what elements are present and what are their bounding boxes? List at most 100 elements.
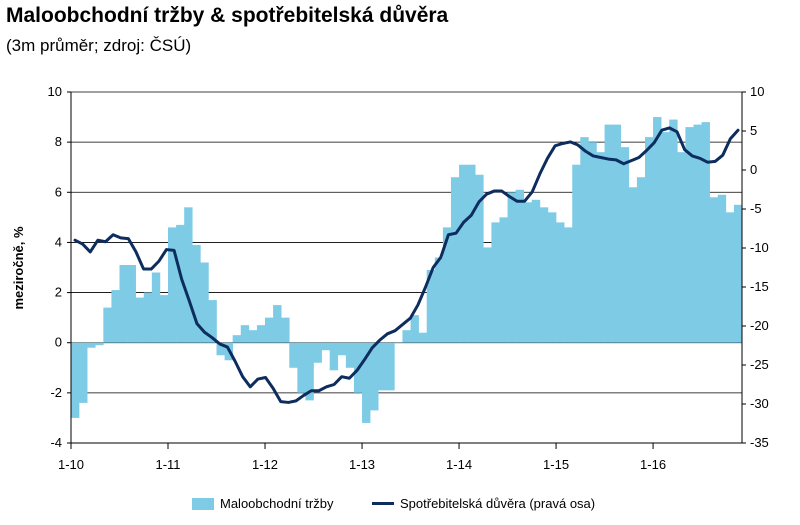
y-tick-label: -2 (50, 385, 62, 400)
bar (256, 325, 266, 343)
bar (289, 342, 298, 368)
bar (588, 142, 597, 343)
y-tick-label: 0 (55, 335, 62, 350)
y-right-tick-label: -15 (750, 279, 769, 294)
bar (450, 177, 460, 343)
y-tick-label: 4 (55, 234, 62, 249)
legend-label-line: Spotřebitelská důvěra (pravá osa) (400, 496, 596, 511)
legend-label-bars: Maloobchodní tržby (220, 496, 334, 511)
chart-subtitle: (3m průměr; zdroj: ČSÚ) (6, 36, 192, 55)
bar (321, 342, 330, 351)
bar (95, 342, 104, 346)
axis-labels: 10 8 6 4 2 0 -2 -4 10 5 0 -5 -10 -15 -20 -25 -30 -35 1-10 1… (48, 84, 769, 472)
y-right-tick-label: -10 (750, 240, 769, 255)
bar (434, 257, 444, 343)
y-right-tick-label: -30 (750, 396, 769, 411)
bar (103, 307, 112, 343)
bar (426, 270, 436, 343)
x-tick-label: 1-12 (252, 457, 278, 472)
bar (297, 342, 306, 393)
bar (176, 224, 185, 343)
y-axis-label: meziročně, % (11, 226, 26, 310)
bar (410, 315, 419, 343)
legend-item-bars: Maloobchodní tržby (192, 496, 333, 511)
bar (370, 342, 379, 411)
bar (151, 272, 161, 343)
legend: Maloobchodní tržby Spotřebitelská důvěra… (0, 496, 800, 518)
chart-title: Maloobchodní tržby & spotřebitelská důvě… (6, 4, 449, 27)
bar (329, 342, 339, 371)
axes (67, 91, 746, 449)
bar (418, 332, 428, 343)
bar (248, 330, 258, 343)
bar (539, 207, 549, 343)
y-right-tick-label: -35 (750, 435, 769, 450)
bar (394, 342, 403, 344)
bar (402, 330, 411, 343)
bar (580, 137, 589, 343)
bar (491, 222, 500, 343)
bar (265, 317, 274, 343)
x-tick-label: 1-11 (155, 457, 180, 472)
bar (119, 264, 128, 343)
bar (184, 207, 193, 343)
y-tick-label: 2 (55, 285, 62, 300)
bar (644, 137, 654, 343)
bar (143, 292, 153, 343)
bar (216, 342, 225, 356)
bar (628, 187, 638, 343)
bar (442, 227, 452, 343)
bar (547, 212, 557, 343)
bar (636, 177, 646, 343)
bar (127, 264, 136, 343)
bar (281, 317, 290, 343)
bar (499, 217, 508, 343)
bar (701, 122, 710, 343)
bar (572, 164, 581, 343)
bar (232, 335, 242, 343)
bar (725, 212, 735, 343)
bar (208, 300, 217, 343)
bar (273, 305, 282, 343)
bar (305, 342, 314, 401)
bar (483, 247, 492, 343)
bar (475, 174, 484, 343)
y-right-tick-label: -25 (750, 357, 769, 372)
y-right-tick-label: 10 (750, 84, 764, 99)
legend-swatch-line (372, 502, 394, 505)
bar (111, 290, 120, 343)
bar (240, 325, 250, 343)
line-spotrebitelska-duvera (73, 126, 740, 404)
bar (135, 297, 145, 343)
bar-series (71, 117, 743, 423)
bar (200, 262, 209, 343)
bar (669, 119, 678, 343)
bar (79, 342, 88, 403)
bar (507, 192, 516, 343)
bar (192, 244, 201, 343)
bar (386, 342, 395, 391)
y-tick-label: -4 (50, 435, 62, 450)
y-right-tick-label: -5 (750, 201, 762, 216)
bar (168, 227, 177, 343)
bar (685, 127, 694, 343)
bar (709, 197, 719, 343)
x-tick-label: 1-13 (349, 457, 375, 472)
x-tick-label: 1-10 (58, 457, 84, 472)
bar (733, 204, 743, 343)
line-series (73, 126, 740, 404)
bar (693, 124, 702, 343)
legend-item-line: Spotřebitelská důvěra (pravá osa) (372, 496, 595, 511)
bar (337, 342, 347, 356)
bar (604, 124, 613, 343)
bar (378, 342, 387, 391)
bar (467, 164, 476, 343)
bar (653, 117, 662, 343)
y-tick-label: 8 (55, 134, 62, 149)
bar (523, 202, 533, 343)
bar (159, 295, 169, 343)
bar (531, 199, 541, 343)
bar (564, 227, 573, 343)
x-tick-label: 1-15 (543, 457, 569, 472)
